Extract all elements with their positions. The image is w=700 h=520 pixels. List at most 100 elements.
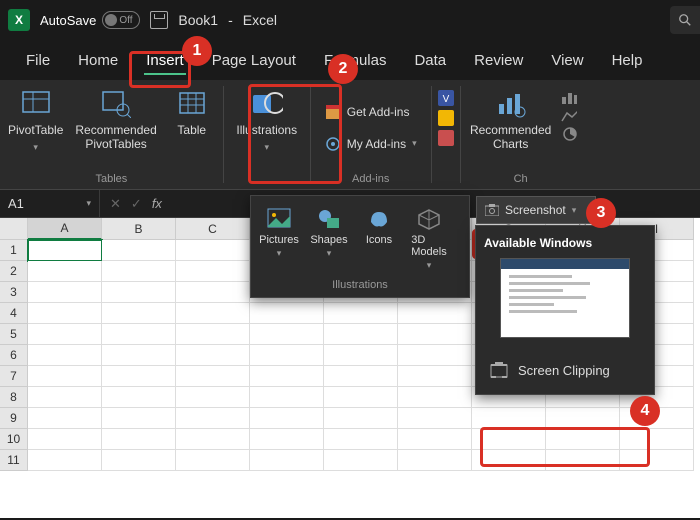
cell[interactable]	[398, 429, 472, 450]
cell[interactable]	[176, 261, 250, 282]
cell[interactable]	[102, 282, 176, 303]
cell[interactable]	[472, 429, 546, 450]
cell[interactable]	[250, 324, 324, 345]
cell[interactable]	[324, 450, 398, 471]
get-addins-button[interactable]: Get Add-ins	[317, 100, 418, 124]
cell[interactable]	[398, 324, 472, 345]
screenshot-button[interactable]: Screenshot ▾	[476, 196, 596, 224]
cell[interactable]	[28, 261, 102, 282]
cell[interactable]	[250, 408, 324, 429]
tab-help[interactable]: Help	[598, 44, 657, 77]
row-header[interactable]: 10	[0, 429, 28, 450]
cell[interactable]	[324, 429, 398, 450]
autosave-toggle[interactable]: AutoSave Off	[40, 11, 140, 29]
toggle-track[interactable]: Off	[102, 11, 140, 29]
row-header[interactable]: 11	[0, 450, 28, 471]
cell[interactable]	[472, 408, 546, 429]
tab-review[interactable]: Review	[460, 44, 537, 77]
row-header[interactable]: 3	[0, 282, 28, 303]
icons-button[interactable]: Icons	[355, 202, 403, 275]
3d-models-button[interactable]: 3D Models ▾	[405, 202, 453, 275]
tab-home[interactable]: Home	[64, 44, 132, 77]
cell[interactable]	[472, 450, 546, 471]
fx-icon[interactable]: fx	[152, 196, 162, 211]
cell[interactable]	[620, 450, 694, 471]
cell[interactable]	[28, 450, 102, 471]
row-header[interactable]: 9	[0, 408, 28, 429]
column-header[interactable]: C	[176, 218, 250, 240]
cell[interactable]	[102, 240, 176, 261]
window-thumbnail[interactable]	[500, 258, 630, 338]
cell[interactable]	[102, 429, 176, 450]
cell[interactable]	[398, 450, 472, 471]
cell[interactable]	[398, 345, 472, 366]
cell[interactable]	[398, 387, 472, 408]
chart-type-icon[interactable]	[561, 90, 577, 106]
cell[interactable]	[28, 387, 102, 408]
cell[interactable]	[250, 303, 324, 324]
column-header[interactable]: B	[102, 218, 176, 240]
cell[interactable]	[324, 345, 398, 366]
cell[interactable]	[102, 366, 176, 387]
row-header[interactable]: 2	[0, 261, 28, 282]
search-icon[interactable]	[670, 6, 700, 34]
cell[interactable]	[28, 345, 102, 366]
cell[interactable]	[28, 282, 102, 303]
cell[interactable]	[28, 366, 102, 387]
cell[interactable]	[102, 450, 176, 471]
cell[interactable]	[546, 408, 620, 429]
people-icon[interactable]	[438, 130, 454, 146]
cell[interactable]	[176, 450, 250, 471]
cell[interactable]	[250, 345, 324, 366]
recommended-pivottables-button[interactable]: Recommended PivotTables	[69, 84, 162, 156]
visio-icon[interactable]: V	[438, 90, 454, 106]
cell[interactable]	[102, 261, 176, 282]
cell[interactable]	[324, 303, 398, 324]
shapes-button[interactable]: Shapes ▾	[305, 202, 353, 275]
screen-clipping-button[interactable]: Screen Clipping	[482, 352, 648, 388]
cell[interactable]	[176, 324, 250, 345]
cell[interactable]	[28, 303, 102, 324]
my-addins-button[interactable]: My Add-ins ▾	[317, 132, 425, 156]
tab-view[interactable]: View	[537, 44, 597, 77]
cell[interactable]	[324, 387, 398, 408]
row-header[interactable]: 6	[0, 345, 28, 366]
illustrations-button[interactable]: Illustrations ▾	[226, 84, 308, 157]
tab-page-layout[interactable]: Page Layout	[198, 44, 310, 77]
cell[interactable]	[324, 324, 398, 345]
cell[interactable]	[176, 366, 250, 387]
chart-type-icon[interactable]	[561, 108, 577, 124]
cell[interactable]	[176, 408, 250, 429]
cell[interactable]	[546, 450, 620, 471]
cell[interactable]	[28, 408, 102, 429]
cell[interactable]	[546, 429, 620, 450]
row-header[interactable]: 4	[0, 303, 28, 324]
confirm-icon[interactable]: ✓	[131, 196, 142, 212]
cell[interactable]	[102, 303, 176, 324]
cell[interactable]	[324, 366, 398, 387]
cell[interactable]	[176, 303, 250, 324]
cell[interactable]	[176, 282, 250, 303]
cell[interactable]	[102, 345, 176, 366]
save-icon[interactable]	[150, 11, 168, 29]
cell[interactable]	[102, 324, 176, 345]
row-header[interactable]: 5	[0, 324, 28, 345]
cell[interactable]	[102, 408, 176, 429]
row-header[interactable]: 7	[0, 366, 28, 387]
cancel-icon[interactable]: ✕	[110, 196, 121, 212]
cell[interactable]	[176, 387, 250, 408]
cell[interactable]	[28, 324, 102, 345]
column-header[interactable]: A	[28, 218, 102, 240]
row-header[interactable]: 8	[0, 387, 28, 408]
cell[interactable]	[250, 366, 324, 387]
cell[interactable]	[28, 240, 102, 261]
cell[interactable]	[176, 429, 250, 450]
cell[interactable]	[28, 429, 102, 450]
tab-file[interactable]: File	[12, 44, 64, 77]
table-button[interactable]: Table	[163, 84, 221, 142]
chart-type-icon[interactable]	[561, 126, 577, 142]
row-header[interactable]: 1	[0, 240, 28, 261]
recommended-charts-button[interactable]: Recommended Charts	[463, 84, 559, 156]
cell[interactable]	[620, 429, 694, 450]
cell[interactable]	[324, 408, 398, 429]
